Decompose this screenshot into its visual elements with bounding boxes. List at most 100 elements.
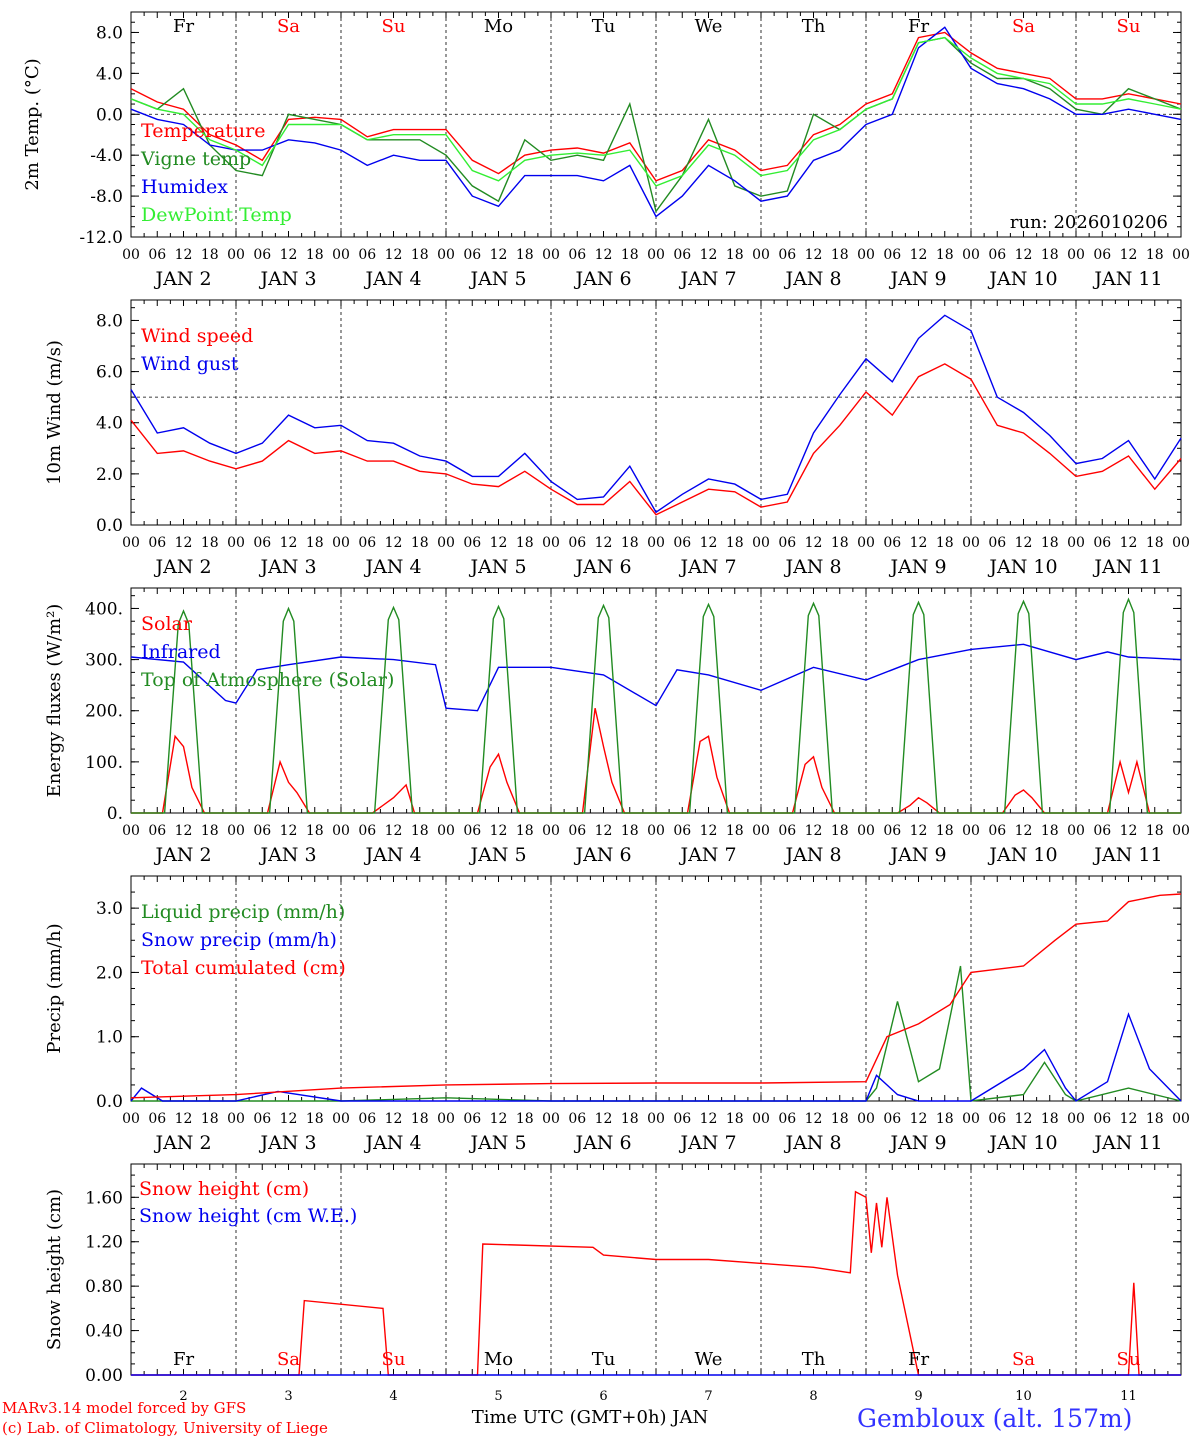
series-line-3 — [130, 26, 1182, 218]
hour-tick-label: 06 — [358, 823, 376, 839]
legend-entry: Wind gust — [141, 353, 239, 375]
date-label: JAN 9 — [888, 556, 946, 578]
hour-tick-label: 12 — [490, 823, 508, 839]
hour-tick-label: 00 — [542, 535, 560, 551]
hour-tick-label: 18 — [201, 1111, 219, 1127]
hour-tick-label: 00 — [437, 823, 455, 839]
hour-tick-label: 18 — [831, 247, 849, 263]
hour-tick-label: 00 — [752, 823, 770, 839]
hour-tick-label: 06 — [1093, 1111, 1111, 1127]
hour-tick-label: 12 — [910, 535, 928, 551]
series-line-2 — [130, 36, 1182, 214]
hour-tick-label: 00 — [857, 247, 875, 263]
date-label: JAN 7 — [678, 1132, 736, 1154]
hour-tick-label: 00 — [122, 1111, 140, 1127]
hour-tick-label: 18 — [831, 535, 849, 551]
hour-tick-label: 06 — [148, 823, 166, 839]
hour-tick-label: 00 — [122, 247, 140, 263]
series-line-2 — [130, 643, 1182, 712]
hour-tick-label: 12 — [595, 247, 613, 263]
y-tick-label: 300. — [85, 651, 123, 671]
hour-tick-label: 06 — [253, 1111, 271, 1127]
date-label: JAN 11 — [1092, 844, 1162, 866]
date-label: JAN 11 — [1092, 556, 1162, 578]
hour-tick-label: 06 — [253, 535, 271, 551]
hour-tick-label: 12 — [595, 823, 613, 839]
y-axis-label: Snow height (cm) — [44, 1189, 65, 1350]
date-label: JAN 6 — [573, 1132, 631, 1154]
hour-tick-label: 06 — [778, 823, 796, 839]
hour-tick-label: 18 — [621, 247, 639, 263]
hour-tick-label: 12 — [1015, 823, 1033, 839]
legend-entry: Temperature — [141, 120, 265, 142]
y-tick-label: 1.0 — [96, 1028, 123, 1048]
weekday-label: Fr — [173, 1349, 194, 1370]
hour-tick-label: 06 — [463, 535, 481, 551]
hour-tick-label: 18 — [831, 823, 849, 839]
hour-tick-label: 12 — [700, 823, 718, 839]
hour-tick-label: 12 — [280, 1111, 298, 1127]
hour-tick-label: 06 — [568, 823, 586, 839]
hour-tick-label: 00 — [1067, 247, 1085, 263]
hour-tick-label: 00 — [332, 1111, 350, 1127]
y-tick-label: 2.0 — [96, 963, 123, 983]
hour-tick-label: 06 — [568, 247, 586, 263]
hour-tick-label: 12 — [280, 535, 298, 551]
hour-tick-label: 18 — [1041, 247, 1059, 263]
hour-tick-label: 12 — [385, 1111, 403, 1127]
hour-tick-label: 00 — [1067, 1111, 1085, 1127]
y-axis-label: Energy fluxes (W/m²) — [44, 604, 65, 798]
hour-tick-label: 18 — [201, 247, 219, 263]
date-label: JAN 8 — [783, 844, 841, 866]
hour-tick-label: 12 — [805, 247, 823, 263]
y-tick-label: 3.0 — [96, 899, 123, 919]
weekday-label: Sa — [277, 1349, 300, 1370]
y-tick-label: 0. — [107, 804, 123, 824]
hour-tick-label: 00 — [1067, 535, 1085, 551]
hour-tick-label: 18 — [201, 535, 219, 551]
date-label: JAN 4 — [363, 844, 421, 866]
series-line-1 — [131, 965, 1182, 1102]
date-label: JAN 4 — [363, 1132, 421, 1154]
y-tick-label: 0.0 — [96, 516, 123, 536]
weekday-label: Su — [382, 1349, 406, 1370]
hour-tick-label: 12 — [175, 535, 193, 551]
hour-tick-label: 00 — [962, 247, 980, 263]
date-label: JAN 8 — [783, 268, 841, 290]
hour-tick-label: 06 — [883, 247, 901, 263]
hour-tick-label: 12 — [700, 1111, 718, 1127]
hour-tick-label: 00 — [752, 535, 770, 551]
date-label: JAN 10 — [987, 268, 1057, 290]
hour-tick-label: 12 — [805, 1111, 823, 1127]
legend-entry: Top of Atmosphere (Solar) — [141, 669, 394, 691]
hour-tick-label: 06 — [358, 1111, 376, 1127]
hour-tick-label: 18 — [411, 247, 429, 263]
hour-tick-label: 12 — [1120, 247, 1138, 263]
hour-tick-label: 00 — [227, 823, 245, 839]
hour-tick-label: 00 — [437, 535, 455, 551]
hour-tick-label: 12 — [805, 535, 823, 551]
hour-tick-label: 06 — [778, 247, 796, 263]
hour-tick-label: 06 — [988, 823, 1006, 839]
weekday-label: Su — [1117, 1349, 1141, 1370]
weekday-label: Su — [382, 16, 406, 37]
legend-entry: Humidex — [141, 176, 228, 198]
hour-tick-label: 12 — [595, 1111, 613, 1127]
hour-tick-label: 12 — [490, 247, 508, 263]
hour-tick-label: 12 — [385, 247, 403, 263]
legend-entry: Total cumulated (cm) — [141, 957, 346, 979]
y-tick-label: 0.00 — [85, 1366, 123, 1386]
series-line-4 — [130, 36, 1182, 187]
panel-4: 0.0 1.0 2.0 3.0 Precip (mm/h) Liquid precip (… — [44, 875, 1190, 1154]
hour-tick-label: 18 — [726, 823, 744, 839]
hour-tick-label: 18 — [621, 823, 639, 839]
day-number-label: 6 — [599, 1389, 607, 1404]
date-label: JAN 7 — [678, 556, 736, 578]
y-tick-label: 400. — [85, 599, 123, 619]
series-line-1 — [130, 363, 1182, 516]
date-label: JAN 8 — [783, 556, 841, 578]
hour-tick-label: 18 — [936, 247, 954, 263]
date-label: JAN 4 — [363, 268, 421, 290]
hour-tick-label: 00 — [332, 247, 350, 263]
hour-tick-label: 12 — [175, 247, 193, 263]
